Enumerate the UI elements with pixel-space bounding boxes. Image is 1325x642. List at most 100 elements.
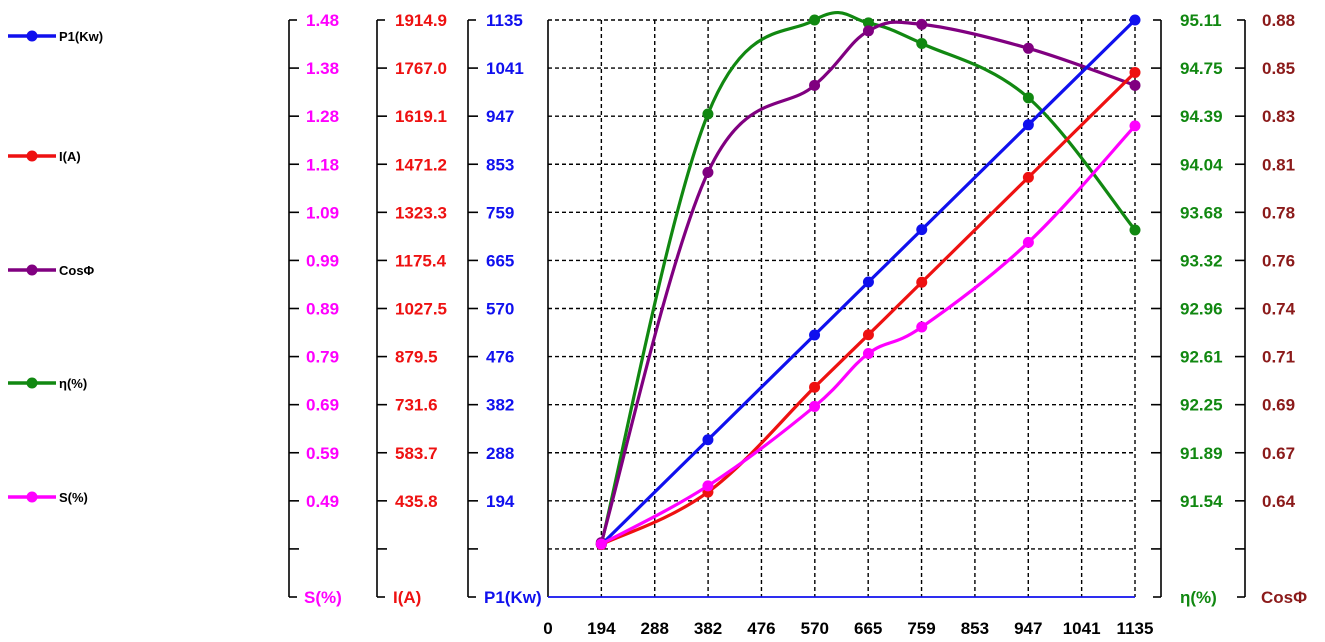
- legend-label: S(%): [59, 490, 88, 505]
- legend-label: P1(Kw): [59, 29, 103, 44]
- data-point-cos: [702, 166, 714, 178]
- eta-tick-label: 92.25: [1180, 396, 1223, 415]
- eta-tick-label: 93.32: [1180, 251, 1223, 270]
- p1-tick-label: 382: [486, 396, 514, 415]
- cos-tick-label: 0.74: [1262, 300, 1296, 319]
- data-point-cos: [916, 18, 928, 30]
- s-tick-label: 1.28: [306, 107, 339, 126]
- i-tick-label: 731.6: [395, 396, 438, 415]
- legend-marker: [26, 491, 38, 503]
- i-tick-label: 1027.5: [395, 300, 447, 319]
- data-point-series: [916, 37, 928, 49]
- data-point-series: [702, 108, 714, 120]
- p1-tick-label: 476: [486, 348, 514, 367]
- data-point-ia: [862, 329, 874, 341]
- data-point-series: [862, 17, 874, 29]
- legend-label: η(%): [59, 376, 87, 391]
- x-tick-label: 759: [907, 619, 935, 638]
- i-tick-label: 1323.3: [395, 203, 447, 222]
- data-point-s: [1022, 236, 1034, 248]
- x-tick-label: 194: [587, 619, 616, 638]
- i-tick-label: 1471.2: [395, 155, 447, 174]
- i-tick-label: 879.5: [395, 348, 438, 367]
- legend: P1(Kw) I(A) CosΦ η(%) S(%): [8, 29, 103, 505]
- cos-tick-label: 0.76: [1262, 251, 1295, 270]
- i-tick-label: 1619.1: [395, 107, 447, 126]
- data-point-cos: [1022, 42, 1034, 54]
- cos-tick-label: 0.64: [1262, 492, 1296, 511]
- data-point-s: [702, 480, 714, 492]
- data-point-s: [862, 347, 874, 359]
- p1-tick-label: 665: [486, 251, 514, 270]
- s-tick-label: 0.89: [306, 300, 339, 319]
- cos-axis-title: CosΦ: [1261, 588, 1307, 607]
- s-tick-label: 1.18: [306, 155, 339, 174]
- data-point-s: [809, 400, 821, 412]
- axes: 0 194 288 382 476 570 665 759 853 947 1041 1135 1.48…: [288, 11, 1307, 638]
- series-lines: [595, 10, 1141, 551]
- p1-tick-label: 947: [486, 107, 514, 126]
- p1-tick-label: 1135: [486, 11, 523, 30]
- cos-tick-label: 0.81: [1262, 155, 1295, 174]
- p1-tick-label: 570: [486, 300, 514, 319]
- data-point-p1kw: [1129, 14, 1141, 26]
- i-tick-label: 1767.0: [395, 59, 447, 78]
- i-tick-label: 435.8: [395, 492, 438, 511]
- i-tick-label: 1175.4: [395, 251, 447, 270]
- p1-tick-label: 288: [486, 444, 514, 463]
- data-point-s: [916, 321, 928, 333]
- s-tick-label: 1.48: [306, 11, 339, 30]
- x-tick-label: 665: [854, 619, 882, 638]
- legend-label: I(A): [59, 149, 81, 164]
- cos-tick-label: 0.83: [1262, 107, 1295, 126]
- legend-marker: [26, 377, 38, 389]
- s-tick-label: 0.99: [306, 251, 339, 270]
- eta-tick-label: 93.68: [1180, 203, 1223, 222]
- i-tick-label: 583.7: [395, 444, 438, 463]
- eta-tick-label: 92.96: [1180, 300, 1223, 319]
- cos-tick-label: 0.69: [1262, 396, 1295, 415]
- data-point-p1kw: [809, 329, 821, 341]
- eta-axis-title: η(%): [1180, 588, 1217, 607]
- cos-tick-label: 0.67: [1262, 444, 1295, 463]
- eta-tick-label: 91.89: [1180, 444, 1223, 463]
- data-point-ia: [1022, 171, 1034, 183]
- eta-tick-label: 94.39: [1180, 107, 1223, 126]
- p1-axis-title: P1(Kw): [484, 588, 542, 607]
- x-tick-label: 476: [747, 619, 775, 638]
- data-point-cos: [1129, 79, 1141, 91]
- x-tick-label: 570: [801, 619, 829, 638]
- x-tick-label: 1135: [1117, 619, 1154, 638]
- x-tick-label: 382: [694, 619, 722, 638]
- x-tick-label: 853: [961, 619, 989, 638]
- data-point-p1kw: [862, 276, 874, 288]
- data-point-p1kw: [1022, 119, 1034, 131]
- legend-marker: [26, 30, 38, 42]
- data-point-s: [595, 538, 607, 550]
- data-point-ia: [916, 276, 928, 288]
- legend-marker: [26, 150, 38, 162]
- eta-tick-label: 94.75: [1180, 59, 1223, 78]
- data-point-ia: [809, 381, 821, 393]
- x-tick-label: 947: [1014, 619, 1042, 638]
- data-point-series: [1129, 224, 1141, 236]
- x-tick-label: 288: [641, 619, 669, 638]
- legend-label: CosΦ: [59, 263, 95, 278]
- i-axis-title: I(A): [393, 588, 421, 607]
- data-point-cos: [862, 25, 874, 37]
- cos-tick-label: 0.71: [1262, 348, 1295, 367]
- eta-tick-label: 92.61: [1180, 348, 1223, 367]
- cos-tick-label: 0.85: [1262, 59, 1295, 78]
- data-point-series: [809, 14, 821, 26]
- eta-tick-label: 95.11: [1180, 11, 1222, 30]
- s-tick-label: 0.69: [306, 396, 339, 415]
- s-tick-label: 1.09: [306, 203, 339, 222]
- s-axis-title: S(%): [304, 588, 342, 607]
- p1-tick-label: 759: [486, 203, 514, 222]
- data-point-p1kw: [916, 224, 928, 236]
- plot-grid: [547, 19, 1136, 598]
- p1-tick-label: 1041: [486, 59, 524, 78]
- p1-tick-label: 853: [486, 155, 514, 174]
- x-tick-label: 1041: [1063, 619, 1101, 638]
